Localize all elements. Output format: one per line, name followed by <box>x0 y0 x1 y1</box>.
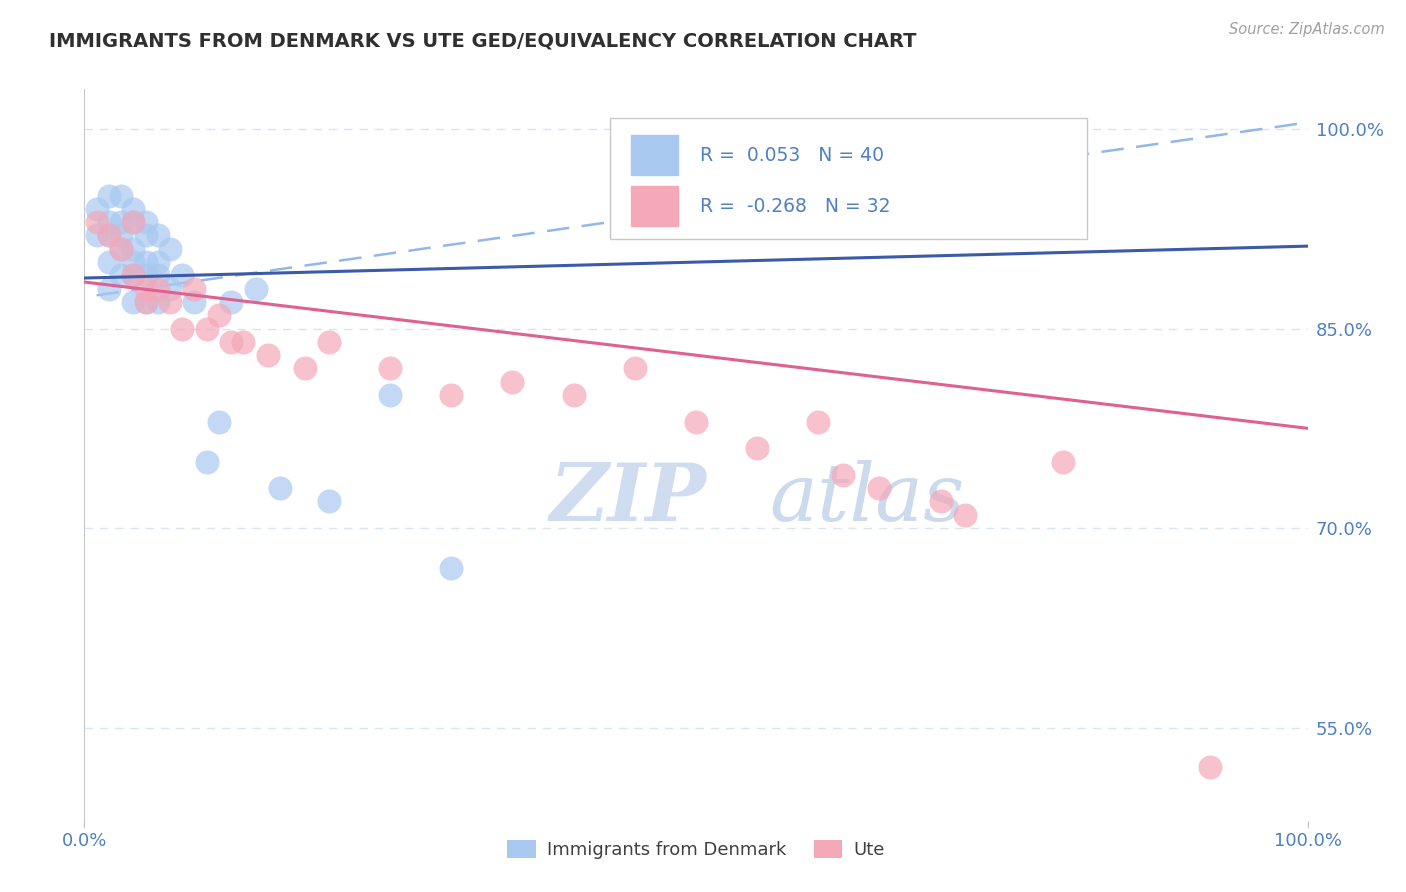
Point <box>747 442 769 456</box>
Point <box>122 215 145 229</box>
Point <box>929 494 952 508</box>
Point <box>146 255 169 269</box>
Point <box>135 215 157 229</box>
Point <box>183 295 205 310</box>
Point <box>440 561 463 575</box>
Point <box>245 282 267 296</box>
Point <box>318 494 340 508</box>
Point <box>257 348 280 362</box>
Text: R =  -0.268   N = 32: R = -0.268 N = 32 <box>700 197 890 216</box>
Point <box>562 388 585 402</box>
Point <box>380 361 402 376</box>
Point <box>135 282 157 296</box>
Point <box>122 268 145 283</box>
FancyBboxPatch shape <box>631 135 678 175</box>
Point <box>208 308 231 322</box>
Text: atlas: atlas <box>769 460 965 538</box>
FancyBboxPatch shape <box>631 186 678 227</box>
Point <box>869 161 891 176</box>
Point <box>97 228 120 243</box>
Point <box>135 295 157 310</box>
Text: R =  0.053   N = 40: R = 0.053 N = 40 <box>700 145 883 164</box>
Point <box>183 282 205 296</box>
Point <box>110 268 132 283</box>
Point <box>195 321 218 335</box>
Point <box>953 508 976 522</box>
Point <box>624 361 647 376</box>
Point <box>135 295 157 310</box>
Point <box>110 242 132 256</box>
Point <box>219 295 242 310</box>
Text: ZIP: ZIP <box>550 460 706 538</box>
Point <box>122 215 145 229</box>
Point <box>1198 760 1220 774</box>
Point <box>159 282 181 296</box>
Text: IMMIGRANTS FROM DENMARK VS UTE GED/EQUIVALENCY CORRELATION CHART: IMMIGRANTS FROM DENMARK VS UTE GED/EQUIV… <box>49 31 917 50</box>
Point <box>172 268 194 283</box>
Point <box>269 481 291 495</box>
Point <box>122 295 145 310</box>
Text: Source: ZipAtlas.com: Source: ZipAtlas.com <box>1229 22 1385 37</box>
Point <box>685 415 707 429</box>
Point <box>110 188 132 202</box>
Point <box>97 215 120 229</box>
Point <box>135 228 157 243</box>
Point <box>440 388 463 402</box>
Point <box>110 242 132 256</box>
Point <box>122 268 145 283</box>
Point <box>172 321 194 335</box>
Point <box>122 242 145 256</box>
Point <box>159 295 181 310</box>
Point <box>146 282 169 296</box>
Point <box>294 361 316 376</box>
Point <box>318 334 340 349</box>
FancyBboxPatch shape <box>610 119 1087 239</box>
Point <box>146 228 169 243</box>
Point <box>135 268 157 283</box>
Point <box>97 282 120 296</box>
Point <box>110 228 132 243</box>
Point <box>195 454 218 468</box>
Legend: Immigrants from Denmark, Ute: Immigrants from Denmark, Ute <box>501 833 891 866</box>
Point <box>502 375 524 389</box>
Point <box>831 467 853 482</box>
Point <box>1052 454 1074 468</box>
Point <box>86 228 108 243</box>
Point <box>208 415 231 429</box>
Point <box>159 242 181 256</box>
Point <box>146 295 169 310</box>
Point <box>122 255 145 269</box>
Point <box>97 255 120 269</box>
Point <box>219 334 242 349</box>
Point <box>110 215 132 229</box>
Point <box>380 388 402 402</box>
Point <box>97 228 120 243</box>
Point <box>135 255 157 269</box>
Point <box>232 334 254 349</box>
Point <box>807 415 830 429</box>
Point <box>86 202 108 216</box>
Point <box>869 481 891 495</box>
Point <box>86 215 108 229</box>
Point <box>146 268 169 283</box>
Point <box>122 202 145 216</box>
Point <box>97 188 120 202</box>
